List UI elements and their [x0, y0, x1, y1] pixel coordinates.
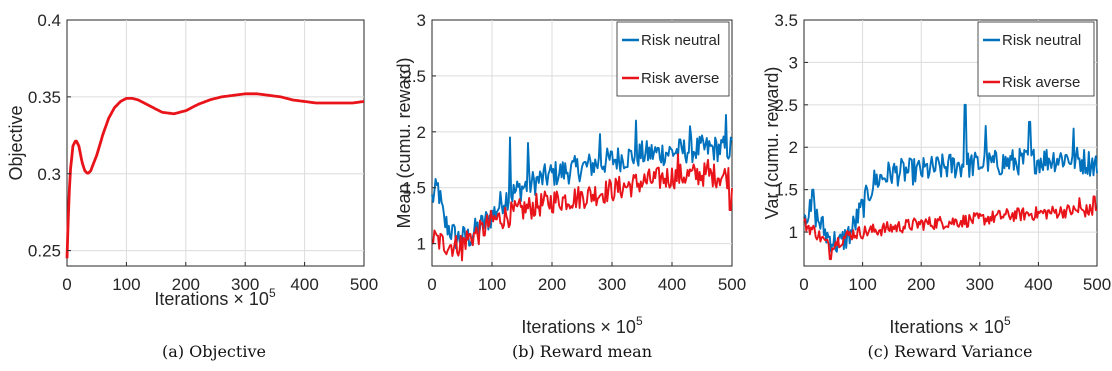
x-tick-label: 500 [1083, 275, 1111, 294]
panel-reward-mean: 0 100 200 300 400 500 1 1.5 2 2.5 3 Risk neutral R… [394, 11, 746, 361]
grid-reward-variance [804, 20, 1097, 266]
series-objective [65, 92, 365, 259]
x-tick-label: 0 [799, 275, 808, 294]
series-reward-variance [803, 103, 1098, 261]
caption-objective: (a) Objective [162, 342, 266, 361]
legend-reward-variance: Risk neutral Risk averse [977, 21, 1095, 97]
y-axis-label-reward-variance: Var (cumu. reward) [762, 67, 782, 220]
y-axis-label-objective: Objective [6, 105, 26, 180]
series-line-risk-neutral [803, 103, 1098, 253]
y-tick-label: 0.4 [37, 11, 61, 30]
legend-box-reward-mean [616, 21, 730, 97]
y-axis-label-reward-mean: Mean (cumu. reward) [394, 57, 414, 228]
legend-label-risk-averse: Risk averse [641, 70, 719, 87]
y-tick-label: 2.5 [774, 96, 798, 115]
y-tick-label: 3.5 [774, 11, 798, 30]
y-tick-label: 3 [417, 11, 426, 30]
y-tick-label: 1 [417, 235, 426, 254]
x-tick-label: 500 [718, 275, 746, 294]
series-reward-mean [431, 114, 733, 262]
series-line-risk-averse [431, 153, 733, 262]
series-line-risk-averse [803, 195, 1098, 261]
x-tick-label: 0 [427, 275, 436, 294]
y-tick-label: 0.25 [28, 242, 61, 261]
legend-box-reward-variance [977, 21, 1095, 97]
x-tick-label: 200 [538, 275, 566, 294]
x-tick-label: 0 [62, 275, 71, 294]
y-tick-label: 1 [789, 223, 798, 242]
legend-label-risk-neutral: Risk neutral [641, 32, 720, 49]
series-line-risk-neutral [431, 114, 733, 250]
y-tick-label: 0.35 [28, 88, 61, 107]
x-tick-label: 300 [966, 275, 994, 294]
x-axis-label-reward-mean: Iterations × 105 [521, 314, 643, 337]
panel-reward-variance: 0 100 200 300 400 500 1 1.5 2 2.5 3 3.5 Risk neutra… [762, 11, 1111, 361]
panel-objective: 0 100 200 300 400 500 0.25 0.3 0.35 0.4 Iteration… [6, 11, 378, 361]
x-tick-label: 100 [848, 275, 876, 294]
y-tick-label: 1.5 [402, 179, 426, 198]
x-tick-label: 100 [112, 275, 140, 294]
x-axis-label-reward-variance: Iterations × 105 [889, 314, 1011, 337]
plot-area-objective [66, 19, 365, 267]
x-tick-label: 300 [598, 275, 626, 294]
x-tick-label: 400 [1024, 275, 1052, 294]
legend-label-risk-averse-var: Risk averse [1002, 74, 1080, 91]
x-tick-label: 500 [350, 275, 378, 294]
y-tick-label: 0.3 [37, 165, 61, 184]
x-axis-label-objective: Iterations × 105 [154, 286, 276, 309]
legend-label-risk-neutral-var: Risk neutral [1002, 32, 1081, 49]
x-tick-label: 100 [478, 275, 506, 294]
legend-reward-mean: Risk neutral Risk averse [616, 21, 730, 97]
y-tick-label: 3 [789, 53, 798, 72]
x-tick-label: 400 [290, 275, 318, 294]
series-line-objective [65, 92, 365, 259]
y-tick-label: 2 [789, 138, 798, 157]
caption-reward-mean: (b) Reward mean [512, 342, 652, 361]
ticks-reward-variance: 0 100 200 300 400 500 1 1.5 2 2.5 3 3.5 [774, 11, 1111, 294]
y-tick-label: 2.5 [402, 67, 426, 86]
x-tick-label: 400 [658, 275, 686, 294]
y-tick-label: 1.5 [774, 181, 798, 200]
grid-objective [67, 20, 364, 266]
x-tick-label: 200 [907, 275, 935, 294]
y-tick-label: 2 [417, 123, 426, 142]
caption-reward-variance: (c) Reward Variance [868, 342, 1033, 361]
ticks-objective: 0 100 200 300 400 500 0.25 0.3 0.35 0.4 [28, 11, 378, 294]
x-tick-label: 200 [172, 275, 200, 294]
x-tick-label: 300 [231, 275, 259, 294]
ticks-reward-mean: 0 100 200 300 400 500 1 1.5 2 2.5 3 [402, 11, 746, 294]
